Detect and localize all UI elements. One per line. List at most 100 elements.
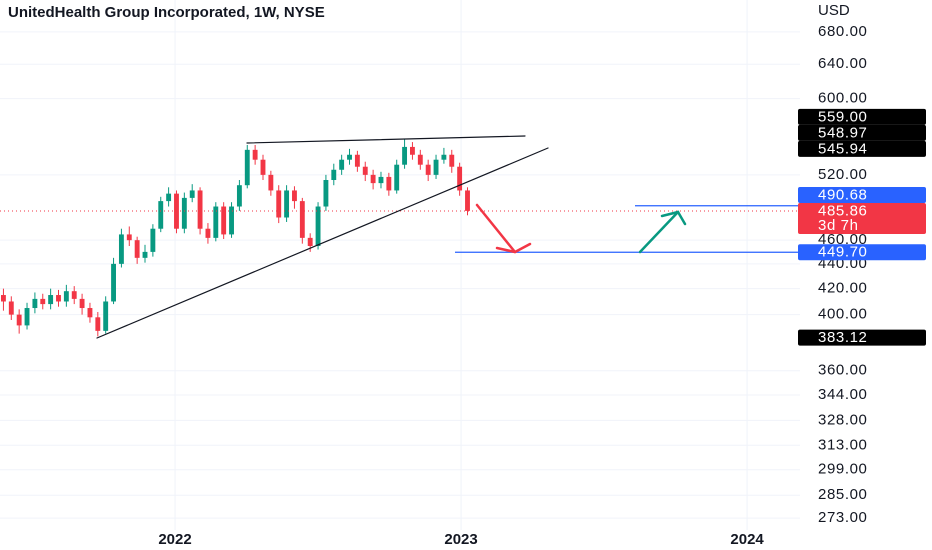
candle-body [441, 154, 447, 160]
price-label-box [798, 140, 926, 157]
candle-body [299, 201, 305, 238]
arrow [475, 203, 517, 254]
candle-body [87, 308, 93, 318]
candle-body [126, 234, 132, 241]
candle-body [48, 295, 54, 305]
candle-body [24, 308, 30, 326]
y-tick-label: 400.00 [818, 306, 867, 323]
candle-body [134, 240, 140, 258]
x-tick-label: 2024 [730, 531, 764, 548]
candle-body [433, 159, 439, 175]
candle-body [417, 154, 423, 165]
candle-body [386, 176, 392, 191]
y-tick-label: 360.00 [818, 362, 867, 379]
candle-body [40, 298, 46, 305]
price-label: 545.94 [818, 140, 867, 157]
candle-body [394, 164, 400, 191]
candle-body [79, 298, 85, 309]
price-label: 383.12 [818, 329, 867, 346]
chart-title: UnitedHealth Group Incorporated, 1W, NYS… [8, 4, 325, 21]
candle-body [331, 169, 337, 181]
y-tick-label: 420.00 [818, 280, 867, 297]
candle-body [8, 301, 14, 315]
marks [0, 139, 800, 337]
candle-body [260, 159, 266, 175]
candle-body [213, 206, 219, 238]
candle-body [63, 291, 69, 302]
price-label-box [798, 108, 926, 125]
price-label-box [798, 124, 926, 141]
candle-body [457, 166, 463, 191]
candle-body [197, 190, 203, 229]
candle-body [465, 190, 470, 211]
arrow-head [660, 210, 687, 226]
candle-body [402, 146, 408, 165]
price-label: 490.68 [818, 187, 867, 204]
grid [0, 0, 800, 530]
candle-body [103, 301, 109, 331]
currency: USD [818, 2, 850, 19]
candle-body [150, 228, 156, 252]
candle-body [0, 295, 6, 302]
candle-body [166, 193, 172, 202]
candle-body [284, 190, 290, 218]
countdown: 3d 7h [818, 217, 859, 234]
price-label: 485.86 [818, 203, 867, 220]
y-tick-label: 328.00 [818, 411, 867, 428]
candle-body [95, 317, 101, 331]
y-tick-label: 299.00 [818, 461, 867, 478]
x-tick-label: 2022 [158, 531, 191, 548]
candle-body [315, 206, 321, 247]
y-tick-label: 344.00 [818, 386, 867, 403]
candle-body [276, 190, 282, 218]
price-label-box [798, 244, 926, 261]
candle-body [307, 237, 313, 247]
price-label: 449.70 [818, 244, 867, 261]
candle-body [229, 206, 234, 235]
candle-body [370, 174, 376, 184]
candle-body [111, 263, 116, 302]
candle-body [142, 251, 148, 258]
x-tick-label: 2023 [444, 531, 477, 548]
candle-body [236, 185, 242, 207]
price-axis: 273.00 285.00 299.00 313.00 328.00 344.00 360.… [158, 23, 926, 548]
y-tick-label: 285.00 [818, 486, 867, 503]
candle-body [268, 174, 274, 191]
candle-body [347, 154, 352, 160]
candle-body [292, 190, 297, 202]
price-label-box [798, 329, 926, 346]
price-label-box [798, 203, 926, 235]
arrow [638, 210, 680, 254]
price-label-box [798, 187, 926, 204]
candle-body [362, 166, 368, 175]
trend-line [246, 135, 526, 144]
candle-body [425, 164, 431, 175]
y-tick-label: 640.00 [818, 55, 867, 72]
candle-body [16, 314, 22, 326]
y-tick-label: 313.00 [818, 436, 867, 453]
candle-body [189, 190, 195, 198]
candle-body [339, 159, 345, 170]
drawings [96, 135, 687, 339]
candle-body [378, 176, 384, 184]
candle-body [244, 149, 250, 186]
candle-body [449, 154, 455, 167]
candle-body [118, 234, 124, 264]
candle-body [158, 201, 164, 229]
candle-body [354, 154, 360, 167]
candle-body [323, 180, 329, 207]
price-label: 548.97 [818, 124, 867, 141]
candle-body [56, 295, 61, 302]
price-label: 559.00 [818, 108, 867, 125]
candle-body [71, 291, 77, 299]
y-tick-label: 600.00 [818, 90, 867, 107]
candle-body [32, 298, 38, 309]
candle-body [221, 206, 227, 235]
y-tick-label: 520.00 [818, 166, 867, 183]
candle-body [410, 146, 415, 155]
trend-line [96, 147, 549, 339]
candle-body [252, 149, 258, 160]
y-tick-label: 680.00 [818, 23, 867, 40]
